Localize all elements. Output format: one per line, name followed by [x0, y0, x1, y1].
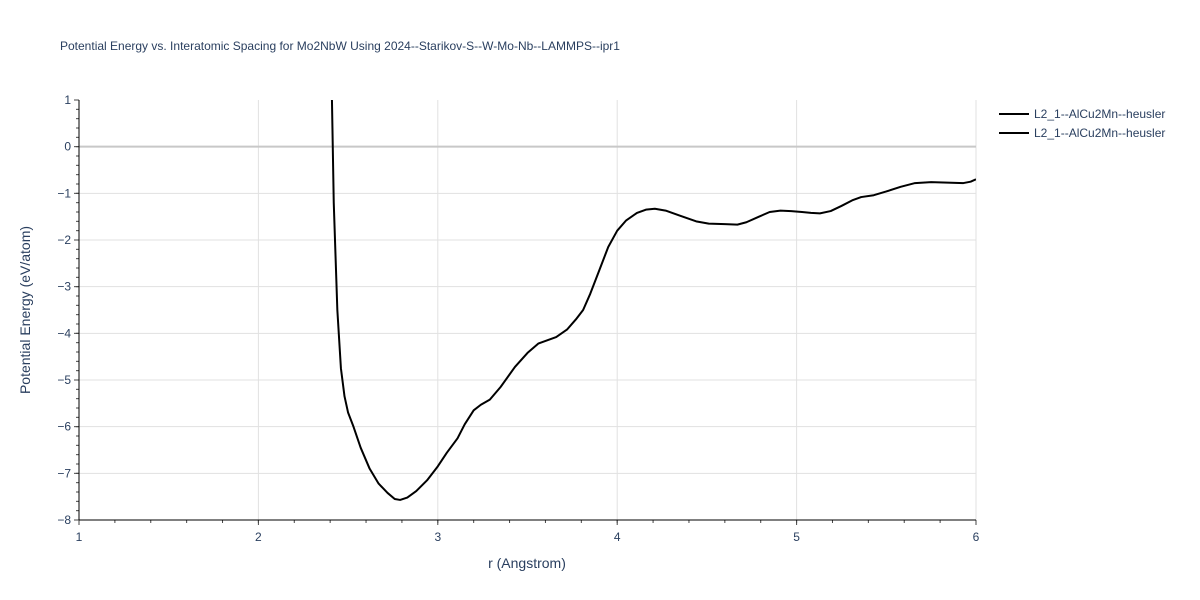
- plot-area: [330, 100, 976, 501]
- legend-label: L2_1--AlCu2Mn--heusler: [1034, 107, 1165, 121]
- x-tick-label: 5: [793, 530, 800, 544]
- y-tick-label: −3: [57, 280, 71, 294]
- y-axis-title: Potential Energy (eV/atom): [17, 226, 33, 394]
- y-tick-label: −5: [57, 373, 71, 387]
- series-line: [330, 100, 976, 501]
- y-tick-label: 1: [64, 93, 71, 107]
- y-tick-label: −1: [57, 186, 71, 200]
- legend-item[interactable]: L2_1--AlCu2Mn--heusler: [999, 107, 1165, 121]
- chart-title: Potential Energy vs. Interatomic Spacing…: [60, 39, 620, 53]
- x-tick-label: 2: [255, 530, 262, 544]
- y-tick-label: −2: [57, 233, 71, 247]
- x-tick-label: 4: [614, 530, 621, 544]
- x-tick-label: 6: [973, 530, 980, 544]
- y-tick-label: −6: [57, 420, 71, 434]
- y-tick-label: 0: [64, 140, 71, 154]
- legend[interactable]: L2_1--AlCu2Mn--heusler L2_1--AlCu2Mn--he…: [999, 107, 1165, 140]
- y-tick-labels: 1 0 −1 −2 −3 −4 −5 −6 −7 −8: [57, 93, 71, 527]
- y-tick-label: −7: [57, 466, 71, 480]
- x-tick-label: 1: [76, 530, 83, 544]
- y-tick-label: −4: [57, 326, 71, 340]
- y-tick-label: −8: [57, 513, 71, 527]
- x-axis-title: r (Angstrom): [488, 555, 566, 571]
- x-tick-labels: 1 2 3 4 5 6: [76, 530, 980, 544]
- legend-item[interactable]: L2_1--AlCu2Mn--heusler: [999, 126, 1165, 140]
- grid-lines: [79, 100, 977, 520]
- x-tick-label: 3: [434, 530, 441, 544]
- legend-label: L2_1--AlCu2Mn--heusler: [1034, 126, 1165, 140]
